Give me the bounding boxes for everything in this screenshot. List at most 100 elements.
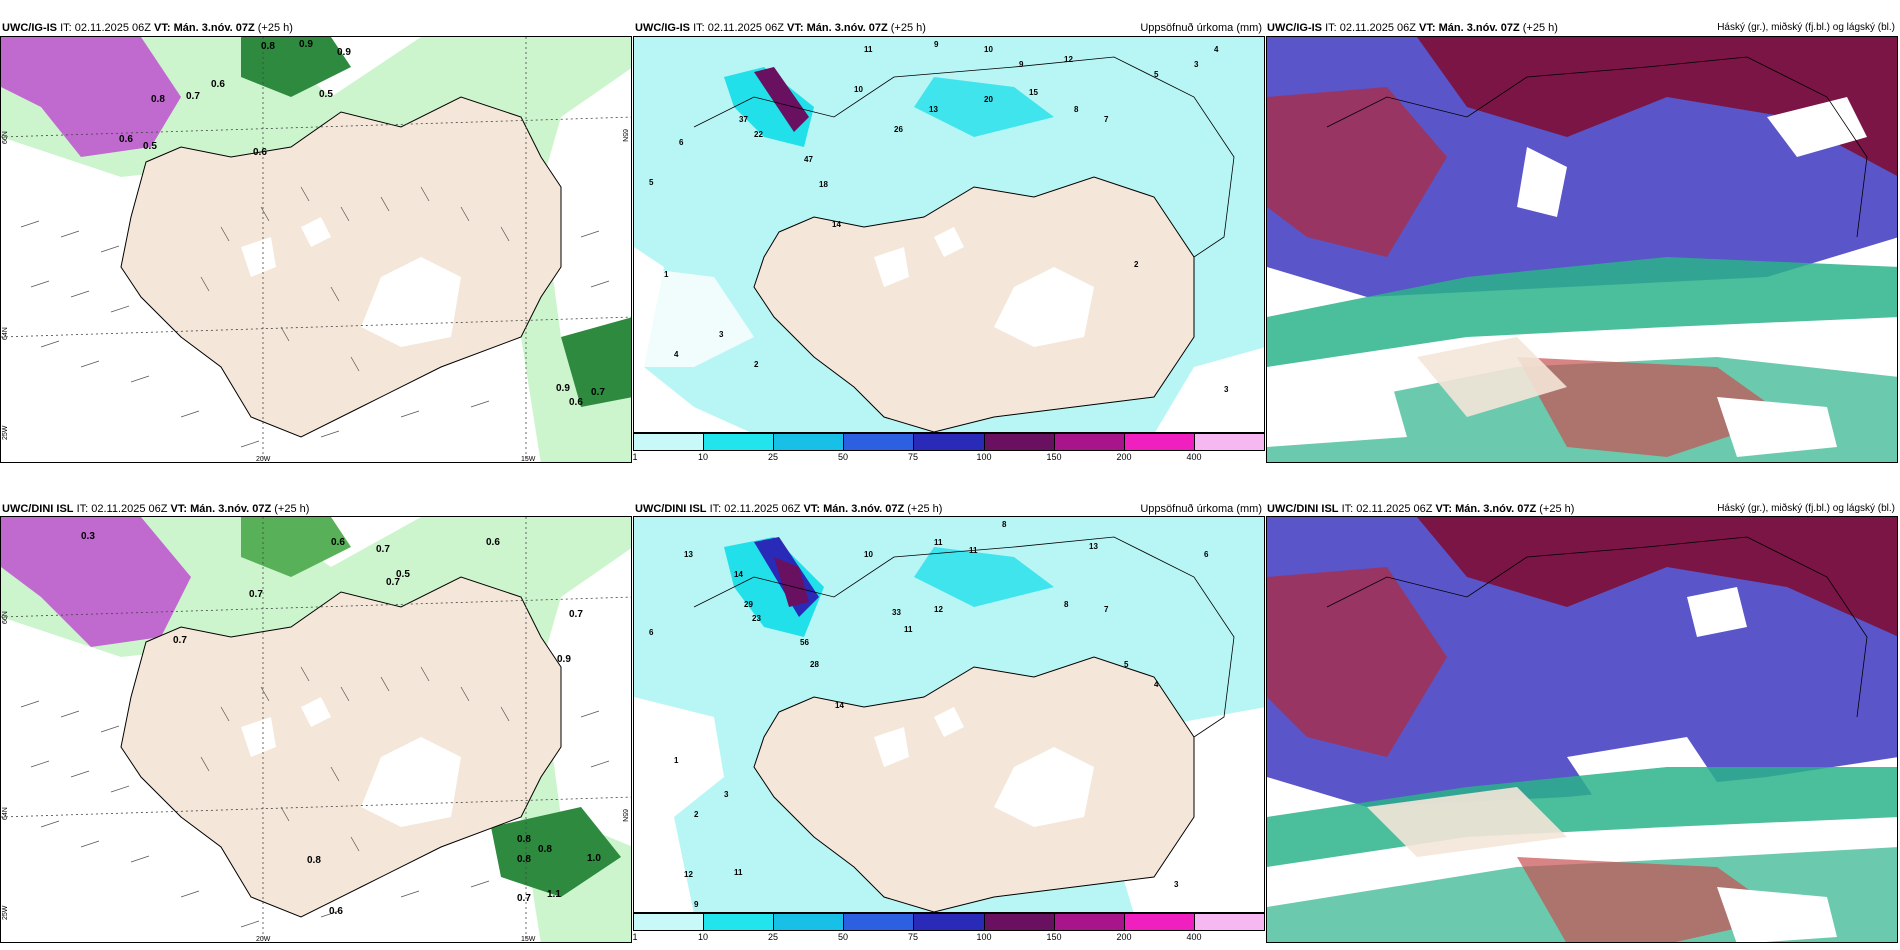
wind-map-2: 0.3 0.6 0.7 0.6 0.7 0.5 0.7 0.7 0.9 0.8 … bbox=[1, 517, 631, 943]
precip-label: 11 bbox=[734, 868, 743, 877]
lon-label: 20W bbox=[256, 456, 271, 463]
valid-time: VT: Mán. 3.nóv. 07Z bbox=[787, 22, 888, 34]
wind-label: 0.7 bbox=[173, 635, 187, 646]
wind-label: 0.9 bbox=[557, 654, 571, 665]
precip-label: 20 bbox=[984, 95, 993, 104]
precip-label: 6 bbox=[1204, 550, 1209, 559]
lon-label: 20W bbox=[256, 936, 271, 943]
cbar-tick: 50 bbox=[837, 932, 849, 942]
wind-label: 0.7 bbox=[569, 609, 583, 620]
precip-label: 1 bbox=[664, 270, 669, 279]
lat-label: 66N bbox=[2, 131, 9, 144]
lat-label: 65N bbox=[621, 129, 628, 142]
cloud-map-panel-2[interactable] bbox=[1266, 516, 1898, 943]
cbar-tick: 25 bbox=[767, 452, 779, 462]
model-name: UWC/DINI ISL bbox=[1267, 503, 1339, 515]
precip-label: 11 bbox=[864, 45, 873, 54]
wind-map-panel-2[interactable]: 0.3 0.6 0.7 0.6 0.7 0.5 0.7 0.7 0.9 0.8 … bbox=[0, 516, 632, 943]
wind-map-panel-1[interactable]: 0.8 0.9 0.9 0.6 0.6 0.5 0.8 0.7 0.6 0.5 … bbox=[0, 36, 632, 463]
lead-time: (+25 h) bbox=[907, 503, 943, 515]
precip-label: 2 bbox=[694, 810, 699, 819]
precip-label: 5 bbox=[1124, 660, 1129, 669]
cbar-tick: 75 bbox=[907, 452, 919, 462]
model-name: UWC/IG-IS bbox=[2, 22, 57, 34]
precip-label: 2 bbox=[754, 360, 759, 369]
lead-time: (+25 h) bbox=[890, 22, 926, 34]
precip-label: 11 bbox=[969, 546, 978, 555]
wind-label: 0.7 bbox=[249, 589, 263, 600]
lead-time: (+25 h) bbox=[1522, 22, 1558, 34]
panel-title-wind-2: UWC/DINI ISL IT: 02.11.2025 06Z VT: Mán.… bbox=[2, 500, 309, 518]
wind-label: 1.1 bbox=[547, 889, 561, 900]
wind-label: 0.6 bbox=[569, 397, 583, 408]
wind-label: 0.7 bbox=[591, 387, 605, 398]
cloud-title: Háský (gr.), miðský (fj.bl.) og lágský (… bbox=[1717, 22, 1895, 33]
precip-label: 5 bbox=[649, 178, 654, 187]
wind-label: 0.8 bbox=[261, 41, 275, 52]
valid-time: VT: Mán. 3.nóv. 07Z bbox=[154, 22, 255, 34]
panel-title-precip-1: UWC/IG-IS IT: 02.11.2025 06Z VT: Mán. 3.… bbox=[635, 19, 926, 37]
precip-label: 47 bbox=[804, 155, 813, 164]
wind-label: 0.8 bbox=[517, 854, 531, 865]
wind-label: 0.8 bbox=[538, 844, 552, 855]
lon-label: 25W bbox=[2, 905, 9, 920]
wind-label: 0.5 bbox=[396, 569, 410, 580]
lat-label: 65N bbox=[621, 809, 628, 822]
cbar-tick: 400 bbox=[1186, 932, 1202, 942]
precip-map-panel-1[interactable]: 11 9 10 9 12 10 22 37 47 18 14 26 13 20 … bbox=[633, 36, 1265, 433]
wind-label: 0.5 bbox=[319, 89, 333, 100]
wind-label: 0.6 bbox=[486, 537, 500, 548]
cbar-tick: 100 bbox=[976, 452, 992, 462]
precip-label: 9 bbox=[934, 40, 939, 49]
precip-label: 11 bbox=[934, 538, 943, 547]
precip-label: 4 bbox=[674, 350, 679, 359]
precip-map-1: 11 9 10 9 12 10 22 37 47 18 14 26 13 20 … bbox=[634, 37, 1264, 432]
precip-label: 10 bbox=[984, 45, 993, 54]
cbar-tick: 150 bbox=[1046, 932, 1062, 942]
init-time: IT: 02.11.2025 06Z bbox=[76, 503, 168, 515]
init-time: IT: 02.11.2025 06Z bbox=[1325, 22, 1416, 34]
precip-label: 13 bbox=[684, 550, 693, 559]
precip-title: Uppsöfnuð úrkoma (mm) bbox=[1140, 503, 1262, 515]
wind-label: 0.3 bbox=[81, 531, 95, 542]
cloud-map-panel-1[interactable] bbox=[1266, 36, 1898, 463]
precip-label: 4 bbox=[1214, 45, 1219, 54]
precip-label: 11 bbox=[904, 625, 913, 634]
model-name: UWC/DINI ISL bbox=[2, 503, 74, 515]
cloud-title: Háský (gr.), miðský (fj.bl.) og lágský (… bbox=[1717, 503, 1895, 514]
init-time: IT: 02.11.2025 06Z bbox=[60, 22, 151, 34]
wind-label: 0.9 bbox=[556, 383, 570, 394]
precip-label: 1 bbox=[674, 756, 679, 765]
panel-title-cloud-1: UWC/IG-IS IT: 02.11.2025 06Z VT: Mán. 3.… bbox=[1267, 19, 1558, 37]
colorbar-labels-2: 1 10 25 50 75 100 150 200 400 bbox=[632, 932, 1265, 944]
precip-map-panel-2[interactable]: 13 8 11 10 11 13 14 29 23 56 28 33 14 11… bbox=[633, 516, 1265, 913]
wind-label: 0.8 bbox=[517, 834, 531, 845]
cloud-map-1 bbox=[1267, 37, 1897, 462]
precip-label: 12 bbox=[684, 870, 693, 879]
precip-label: 29 bbox=[744, 600, 753, 609]
precip-label: 6 bbox=[679, 138, 684, 147]
wind-label: 0.7 bbox=[517, 893, 531, 904]
panel-title-precip-2: UWC/DINI ISL IT: 02.11.2025 06Z VT: Mán.… bbox=[635, 500, 942, 518]
panel-title-cloud-2: UWC/DINI ISL IT: 02.11.2025 06Z VT: Mán.… bbox=[1267, 500, 1574, 518]
precip-label: 14 bbox=[835, 701, 844, 710]
precip-label: 37 bbox=[739, 115, 748, 124]
precip-label: 22 bbox=[754, 130, 763, 139]
precip-label: 14 bbox=[832, 220, 841, 229]
wind-label: 0.5 bbox=[143, 141, 157, 152]
precip-label: 15 bbox=[1029, 88, 1038, 97]
lead-time: (+25 h) bbox=[274, 503, 310, 515]
precip-label: 33 bbox=[892, 608, 901, 617]
lon-label: 15W bbox=[521, 456, 536, 463]
panel-title-wind-1: UWC/IG-IS IT: 02.11.2025 06Z VT: Mán. 3.… bbox=[2, 19, 293, 37]
lat-label: 66N bbox=[2, 611, 9, 624]
precip-title: Uppsöfnuð úrkoma (mm) bbox=[1140, 22, 1262, 34]
precip-label: 7 bbox=[1104, 605, 1109, 614]
precip-label: 23 bbox=[752, 614, 761, 623]
precip-label: 10 bbox=[854, 85, 863, 94]
cbar-tick: 50 bbox=[837, 452, 849, 462]
precip-label: 3 bbox=[724, 790, 729, 799]
colorbar-2 bbox=[633, 913, 1265, 931]
precip-label: 26 bbox=[894, 125, 903, 134]
init-time: IT: 02.11.2025 06Z bbox=[693, 22, 784, 34]
